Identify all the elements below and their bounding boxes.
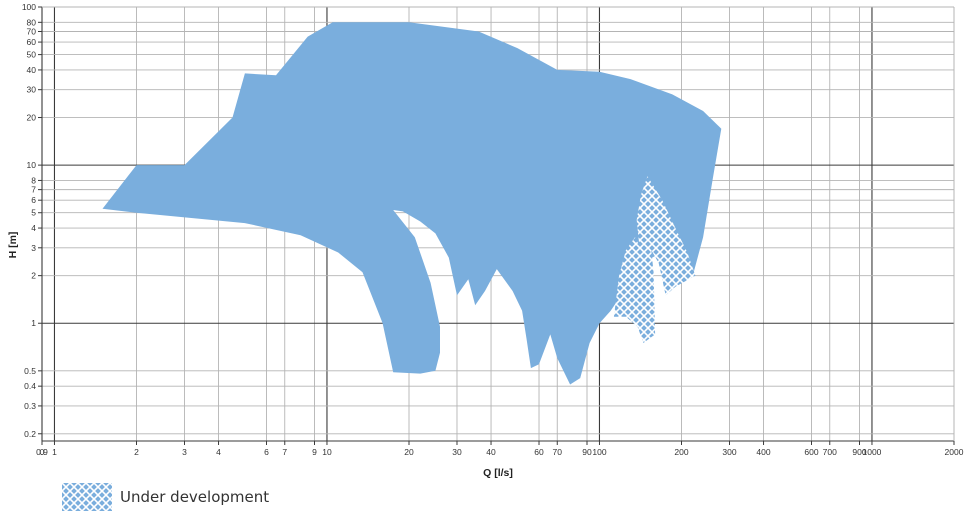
- y-tick-label: 40: [27, 65, 37, 75]
- y-tick-label: 6: [31, 195, 36, 205]
- x-tick-label: 700: [823, 447, 837, 457]
- y-tick-label: 80: [27, 17, 37, 27]
- y-tick-label: 20: [27, 113, 37, 123]
- x-tick-label: 0.9: [36, 447, 48, 457]
- y-axis-title: H [m]: [7, 232, 19, 259]
- y-tick-label: 2: [31, 271, 36, 281]
- legend-crosshatch-swatch: [62, 483, 112, 511]
- y-tick-label: 3: [31, 243, 36, 253]
- x-axis-title: Q [l/s]: [483, 467, 513, 479]
- y-tick-label: 5: [31, 208, 36, 218]
- x-tick-label: 6: [264, 447, 269, 457]
- x-tick-label: 1000: [863, 447, 882, 457]
- x-tick-label: 10: [322, 447, 332, 457]
- y-tick-label: 0.5: [24, 366, 36, 376]
- x-tick-label: 900: [852, 447, 866, 457]
- x-tick-label: 7: [282, 447, 287, 457]
- y-tick-label: 0.4: [24, 381, 36, 391]
- x-tick-label: 0: [40, 447, 45, 457]
- legend-label: Under development: [120, 488, 270, 506]
- y-tick-label: 1: [31, 318, 36, 328]
- y-tick-label: 70: [27, 26, 37, 36]
- operating-range-area: [102, 22, 722, 385]
- x-tick-label: 300: [722, 447, 736, 457]
- x-tick-label: 2: [134, 447, 139, 457]
- y-tick-label: 8: [31, 175, 36, 185]
- x-tick-label: 60: [534, 447, 544, 457]
- under-development-area: [613, 176, 696, 343]
- x-tick-label: 9: [312, 447, 317, 457]
- y-tick-label: 10: [27, 160, 37, 170]
- y-tick-label: 4: [31, 223, 36, 233]
- x-tick-label: 20: [404, 447, 414, 457]
- x-tick-label: 200: [674, 447, 688, 457]
- x-tick-label: 100: [592, 447, 606, 457]
- y-tick-label: 30: [27, 85, 37, 95]
- y-tick-label: 0.2: [24, 429, 36, 439]
- y-tick-label: 100: [22, 2, 36, 12]
- x-tick-label: 90: [582, 447, 592, 457]
- x-tick-labels: 00.9 1 2 3 4 6 7 9 10 20 30 40 60 70 90 100 200 300 400 600…: [36, 441, 964, 457]
- y-tick-label: 50: [27, 50, 37, 60]
- x-tick-label: 70: [553, 447, 563, 457]
- x-tick-label: 1: [52, 447, 57, 457]
- x-tick-label: 4: [216, 447, 221, 457]
- x-tick-label: 40: [486, 447, 496, 457]
- x-tick-label: 400: [756, 447, 770, 457]
- operating-areas: [102, 22, 722, 385]
- y-tick-label: 7: [31, 185, 36, 195]
- x-tick-label: 600: [804, 447, 818, 457]
- legend: Under development: [62, 483, 269, 511]
- x-tick-label: 2000: [945, 447, 964, 457]
- x-tick-label: 30: [452, 447, 462, 457]
- y-tick-label: 0.3: [24, 401, 36, 411]
- y-tick-label: 60: [27, 37, 37, 47]
- x-tick-label: 3: [182, 447, 187, 457]
- pump-performance-chart: 00.9 1 2 3 4 6 7 9 10 20 30 40 60 70 90 100 200 300 400 600…: [7, 2, 964, 479]
- axes: [41, 6, 955, 442]
